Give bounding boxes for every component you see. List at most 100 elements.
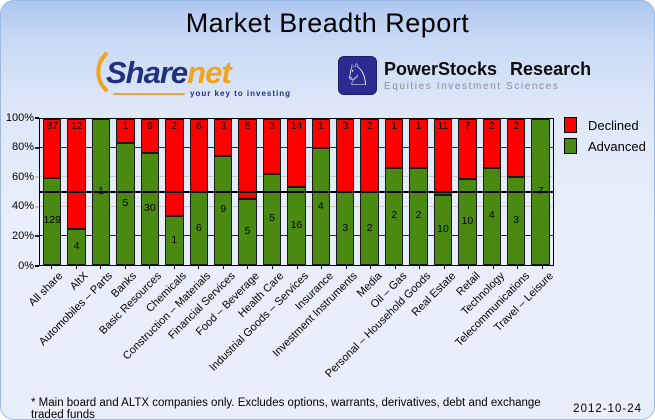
- x-tick-mark: [51, 266, 53, 269]
- y-tick-label: 20%: [11, 229, 34, 242]
- advanced-count-label: 9: [220, 203, 227, 216]
- declined-count-label: 2: [171, 120, 178, 132]
- advanced-segment: [43, 177, 62, 265]
- legend-label: Declined: [588, 117, 639, 133]
- advanced-count-label: 6: [195, 221, 202, 234]
- bar-retail: 7 10: [455, 119, 479, 265]
- advanced-count-label: 4: [317, 199, 324, 212]
- x-tick-mark: [124, 266, 126, 269]
- declined-count-label: 9: [146, 120, 153, 132]
- plot-area: 8712912411593021663965351416143322121211…: [39, 118, 554, 266]
- advanced-count-label: 1: [171, 233, 178, 246]
- declined-segment: [67, 119, 86, 229]
- x-tick-mark: [394, 266, 396, 269]
- powerstocks-text: PowerStocks Research Equities Investment…: [384, 59, 591, 92]
- declined-count-label: 14: [290, 120, 303, 132]
- x-tick-mark: [100, 266, 102, 269]
- declined-count-label: 3: [220, 120, 227, 132]
- legend-item-advanced: Advanced: [564, 138, 646, 154]
- advanced-segment: [67, 228, 86, 265]
- advanced-count-label: 4: [488, 209, 495, 222]
- declined-count-label: 12: [70, 120, 83, 132]
- sharenet-swoosh-icon: [96, 52, 108, 92]
- advanced-segment: [507, 177, 526, 265]
- bar-basic-resources: 9 30: [138, 119, 162, 265]
- advanced-segment: [116, 143, 135, 265]
- y-tick-mark: [35, 205, 39, 208]
- advanced-count-label: 5: [269, 212, 275, 225]
- declined-segment: [287, 119, 306, 188]
- declined-count-label: 6: [244, 120, 251, 132]
- declined-segment: [433, 119, 453, 196]
- declined-count-label: 2: [366, 120, 373, 132]
- advanced-segment: [458, 179, 477, 265]
- page-title: Market Breadth Report: [185, 8, 470, 38]
- declined-segment: [140, 119, 160, 153]
- powerstocks-tagline: Equities Investment Sciences: [384, 81, 560, 92]
- declined-count-label: 2: [513, 120, 520, 132]
- advanced-count-label: 3: [513, 214, 520, 227]
- declined-count-label: 1: [317, 120, 324, 132]
- advanced-count-label: 30: [144, 201, 156, 214]
- y-tick-mark: [35, 176, 39, 179]
- y-tick-mark: [35, 146, 39, 149]
- declined-count-label: 3: [269, 120, 275, 132]
- x-tick-mark: [75, 266, 77, 269]
- declined-segment: [507, 119, 526, 178]
- declined-segment: [482, 119, 502, 168]
- legend-label: Advanced: [588, 138, 646, 154]
- y-tick-label: 40%: [11, 200, 34, 213]
- y-tick-label: 80%: [11, 141, 34, 154]
- declined-count-label: 7: [464, 120, 471, 132]
- declined-segment: [458, 119, 477, 180]
- declined-count-label: 1: [415, 120, 422, 132]
- x-tick-label: All share: [26, 270, 66, 309]
- declined-count-label: 6: [195, 120, 202, 132]
- bar-altx: 12 4: [64, 119, 88, 265]
- x-tick-mark: [492, 266, 494, 269]
- advanced-count-label: 2: [366, 221, 373, 234]
- y-tick-mark: [35, 117, 39, 119]
- advanced-segment: [262, 173, 282, 265]
- sharenet-wordmark: Share net: [89, 52, 269, 93]
- declined-count-label: 1: [391, 120, 398, 132]
- x-tick-mark: [468, 266, 470, 269]
- x-tick-mark: [247, 266, 249, 269]
- bar-real-estate: 11 10: [431, 119, 455, 265]
- x-tick-mark: [149, 266, 151, 269]
- x-tick-mark: [296, 266, 298, 269]
- legend-swatch-advanced: [564, 138, 577, 154]
- advanced-count-label: 5: [244, 224, 251, 237]
- declined-count-label: 1: [122, 120, 129, 132]
- y-tick-label: 100%: [5, 111, 34, 124]
- x-tick-mark: [370, 266, 372, 269]
- advanced-count-label: 16: [290, 219, 303, 232]
- x-tick-mark: [271, 266, 273, 269]
- report-date: 2012-10-24: [573, 403, 642, 415]
- declined-count-label: 87: [46, 120, 59, 132]
- bar-all-share: 87 129: [40, 119, 64, 265]
- footnote-bar: * Main board and ALTX companies only. Ex…: [1, 397, 654, 419]
- declined-count-label: 3: [342, 120, 349, 132]
- advanced-segment: [213, 155, 233, 265]
- legend-swatch-declined: [564, 117, 577, 133]
- sharenet-word-net: net: [187, 55, 231, 90]
- advanced-segment: [311, 148, 331, 265]
- knight-chess-icon: ♘: [338, 56, 377, 95]
- reference-line-50pct: [40, 191, 553, 193]
- x-axis: All share AltX Automobiles – Parts Banks Bas…: [27, 267, 556, 397]
- declined-segment: [213, 119, 233, 156]
- advanced-segment: [238, 198, 257, 265]
- powerstocks-logo: ♘ PowerStocks Research Equities Investme…: [338, 56, 591, 95]
- x-tick-mark: [173, 266, 175, 269]
- powerstocks-name: PowerStocks Research: [384, 59, 592, 79]
- advanced-count-label: 2: [391, 209, 398, 222]
- advanced-segment: [165, 216, 184, 265]
- x-tick-mark: [517, 266, 519, 269]
